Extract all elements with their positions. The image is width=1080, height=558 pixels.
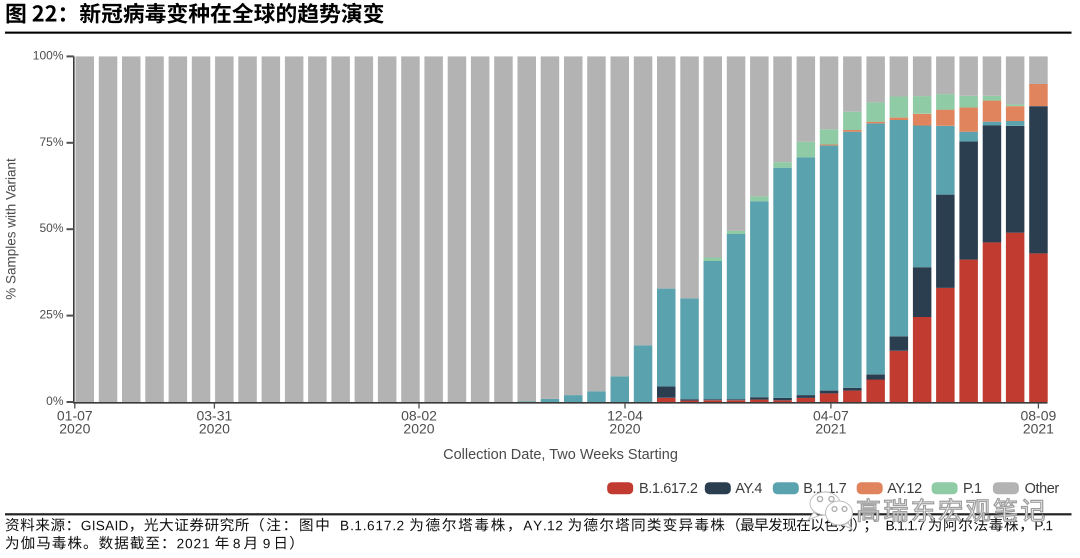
svg-text:2020: 2020 [403,420,434,436]
svg-text:2020: 2020 [609,420,640,436]
svg-text:B.1.1.7: B.1.1.7 [803,481,846,497]
svg-text:08-09: 08-09 [1020,408,1056,424]
svg-text:2021: 2021 [815,420,846,436]
svg-text:100%: 100% [33,48,64,62]
svg-text:B.1.617.2: B.1.617.2 [639,481,698,497]
svg-text:Other: Other [1025,481,1060,497]
svg-text:2020: 2020 [199,420,230,436]
svg-text:25%: 25% [39,308,63,322]
svg-text:2021: 2021 [1023,420,1054,436]
svg-text:0%: 0% [46,394,64,408]
svg-text:01-07: 01-07 [57,408,93,424]
svg-text:50%: 50% [39,221,63,235]
svg-text:03-31: 03-31 [196,408,232,424]
svg-text:P.1: P.1 [963,481,982,497]
svg-text:2020: 2020 [59,420,90,436]
svg-text:AY.12: AY.12 [887,481,922,497]
svg-text:AY.4: AY.4 [735,481,762,497]
svg-text:75%: 75% [39,135,63,149]
svg-text:04-07: 04-07 [813,408,849,424]
svg-text:12-04: 12-04 [607,408,643,424]
svg-text:08-02: 08-02 [401,408,437,424]
svg-text:% Samples with Variant: % Samples with Variant [4,158,19,300]
svg-text:Collection Date, Two Weeks Sta: Collection Date, Two Weeks Starting [443,447,678,463]
